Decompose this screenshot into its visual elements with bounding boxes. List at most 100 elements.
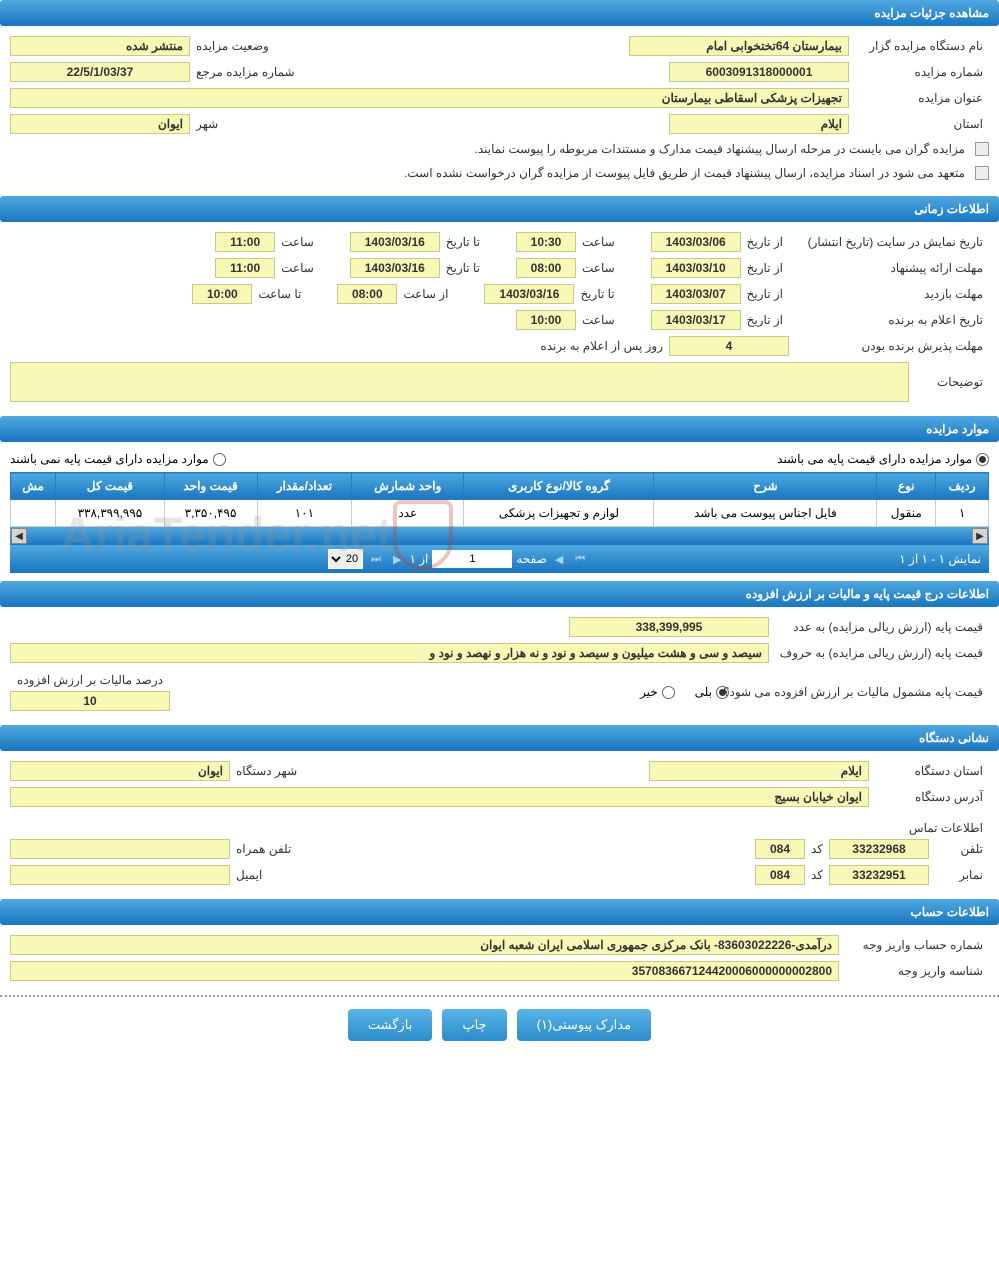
publish-from-time: 10:30 <box>516 232 576 252</box>
saat-label-2: ساعت <box>275 235 320 249</box>
proposal-to-date: 1403/03/16 <box>350 258 440 278</box>
notes-label: توضیحات <box>909 375 989 389</box>
status-value: منتشر شده <box>10 36 190 56</box>
radio-dot-icon <box>213 453 226 466</box>
phone-value: 33232968 <box>829 839 929 859</box>
table-pager: نمایش ۱ - ۱ از ۱ ⏮ ◀ صفحه از ۱ ▶ ⏭ 20 <box>10 545 989 573</box>
dev-province-label: استان دستگاه <box>869 764 989 778</box>
table-row: ۱منقولفایل اجناس پیوست می باشدلوازم و تج… <box>11 500 989 527</box>
table-header-cell: گروه کالا/نوع کاربری <box>464 473 654 500</box>
no-label: خیر <box>640 685 658 699</box>
pager-display: نمایش ۱ - ۱ از ۱ <box>899 552 981 566</box>
section-header-items: موارد مزایده <box>0 416 999 442</box>
to-date-label-1: تا تاریخ <box>440 235 486 249</box>
bottom-buttons: مدارک پیوستی(۱) چاپ بازگشت <box>0 995 999 1053</box>
vat-pct-value: 10 <box>10 691 170 711</box>
acc-no-value: درآمدی-83603022226- بانک مرکزی جمهوری اس… <box>10 935 839 955</box>
from-date-label-4: از تاریخ <box>741 313 789 327</box>
fax-code: 084 <box>755 865 805 885</box>
publish-to-date: 1403/03/16 <box>350 232 440 252</box>
base-num-label: قیمت پایه (ارزش ریالی مزایده) به عدد <box>769 620 989 634</box>
table-cell: ۳,۳۵۰,۴۹۵ <box>164 500 257 527</box>
acceptance-label: مهلت پذیرش برنده بودن <box>789 339 989 353</box>
table-cell: فایل اجناس پیوست می باشد <box>654 500 877 527</box>
section-header-price: اطلاعات درج قیمت پایه و مالیات بر ارزش ا… <box>0 581 999 607</box>
radio-has-base[interactable]: موارد مزایده دارای قیمت پایه می باشند <box>777 452 989 466</box>
from-date-label-1: از تاریخ <box>741 235 789 249</box>
publish-from-date: 1403/03/06 <box>651 232 741 252</box>
checkbox-note1 <box>975 142 989 156</box>
publish-to-time: 11:00 <box>215 232 275 252</box>
section-header-address: نشانی دستگاه <box>0 725 999 751</box>
phone-label: تلفن <box>929 842 989 856</box>
section-body-address: استان دستگاه ایلام شهر دستگاه ایوان آدرس… <box>0 753 999 899</box>
pager-page-input[interactable] <box>432 550 512 568</box>
section-header-account: اطلاعات حساب <box>0 899 999 925</box>
visit-to-time: 10:00 <box>192 284 252 304</box>
pager-last-icon[interactable]: ⏭ <box>367 553 385 566</box>
yes-label: بلی <box>695 685 712 699</box>
mobile-value <box>10 839 230 859</box>
pager-prev-icon[interactable]: ◀ <box>551 553 567 566</box>
pager-page-label: صفحه <box>516 552 546 566</box>
table-cell: ۱۰۱ <box>257 500 352 527</box>
visit-to-date: 1403/03/16 <box>484 284 574 304</box>
auction-no-label: شماره مزایده <box>849 65 989 79</box>
proposal-to-time: 11:00 <box>215 258 275 278</box>
section-header-timing: اطلاعات زمانی <box>0 196 999 222</box>
vat-q-label: قیمت پایه مشمول مالیات بر ارزش افزوده می… <box>729 685 989 699</box>
radio-vat-no[interactable]: خیر <box>640 685 675 699</box>
code-label-2: کد <box>805 868 829 882</box>
note2-text: متعهد می شود در اسناد مزایده، ارسال پیشن… <box>398 164 971 182</box>
dev-address-value: ایوان خیابان بسیج <box>10 787 869 807</box>
print-button[interactable]: چاپ <box>442 1009 506 1041</box>
from-date-label-2: از تاریخ <box>741 261 789 275</box>
radio-dot-icon <box>976 453 989 466</box>
dev-city-value: ایوان <box>10 761 230 781</box>
radio-dot-icon <box>716 686 729 699</box>
radio-dot-icon <box>662 686 675 699</box>
section-body-price: قیمت پایه (ارزش ریالی مزایده) به عدد 338… <box>0 609 999 725</box>
pay-id-label: شناسه واریز وجه <box>839 964 989 978</box>
email-value <box>10 865 230 885</box>
back-button[interactable]: بازگشت <box>348 1009 432 1041</box>
radio-no-base[interactable]: موارد مزایده دارای قیمت پایه نمی باشند <box>10 452 226 466</box>
radio-vat-yes[interactable]: بلی <box>695 685 729 699</box>
email-label: ایمیل <box>230 868 268 882</box>
base-num-value: 338,399,995 <box>569 617 769 637</box>
to-date-label-3: تا تاریخ <box>574 287 620 301</box>
dev-province-value: ایلام <box>649 761 869 781</box>
status-label: وضعیت مزایده <box>190 39 275 53</box>
visit-from-time: 08:00 <box>337 284 397 304</box>
city-label: شهر <box>190 117 224 131</box>
pager-first-icon[interactable]: ⏮ <box>571 553 589 566</box>
saat-label-3: ساعت <box>576 261 621 275</box>
table-scrollbar[interactable]: ▶ ◀ <box>10 527 989 545</box>
dev-address-label: آدرس دستگاه <box>869 790 989 804</box>
fax-label: نمابر <box>929 868 989 882</box>
proposal-from-date: 1403/03/10 <box>651 258 741 278</box>
table-cell: ۳۳۸,۳۹۹,۹۹۵ <box>56 500 164 527</box>
items-table: ردیفنوعشرحگروه کالا/نوع کاربریواحد شمارش… <box>10 472 989 527</box>
org-label: نام دستگاه مزایده گزار <box>849 39 989 53</box>
acc-no-label: شماره حساب واریز وجه <box>839 938 989 952</box>
checkbox-note2 <box>975 166 989 180</box>
notes-value <box>10 362 909 402</box>
no-base-label: موارد مزایده دارای قیمت پایه نمی باشند <box>10 452 209 466</box>
has-base-label: موارد مزایده دارای قیمت پایه می باشند <box>777 452 972 466</box>
acceptance-days: 4 <box>669 336 789 356</box>
table-cell: منقول <box>877 500 936 527</box>
auction-no-value: 6003091318000001 <box>669 62 849 82</box>
section-body-timing: تاریخ نمایش در سایت (تاریخ انتشار) از تا… <box>0 224 999 416</box>
pager-size-select[interactable]: 20 <box>328 549 363 569</box>
acceptance-suffix: روز پس از اعلام به برنده <box>534 339 669 353</box>
table-header-cell: ردیف <box>936 473 989 500</box>
docs-button[interactable]: مدارک پیوستی(۱) <box>517 1009 652 1041</box>
base-word-value: سیصد و سی و هشت میلیون و سیصد و نود و نه… <box>10 643 769 663</box>
pager-next-icon[interactable]: ▶ <box>389 553 405 566</box>
scroll-left-icon[interactable]: ◀ <box>11 528 27 544</box>
publish-label: تاریخ نمایش در سایت (تاریخ انتشار) <box>789 235 989 249</box>
scroll-right-icon[interactable]: ▶ <box>972 528 988 544</box>
vat-pct-label: درصد مالیات بر ارزش افزوده <box>11 673 169 687</box>
table-header-cell: قیمت کل <box>56 473 164 500</box>
